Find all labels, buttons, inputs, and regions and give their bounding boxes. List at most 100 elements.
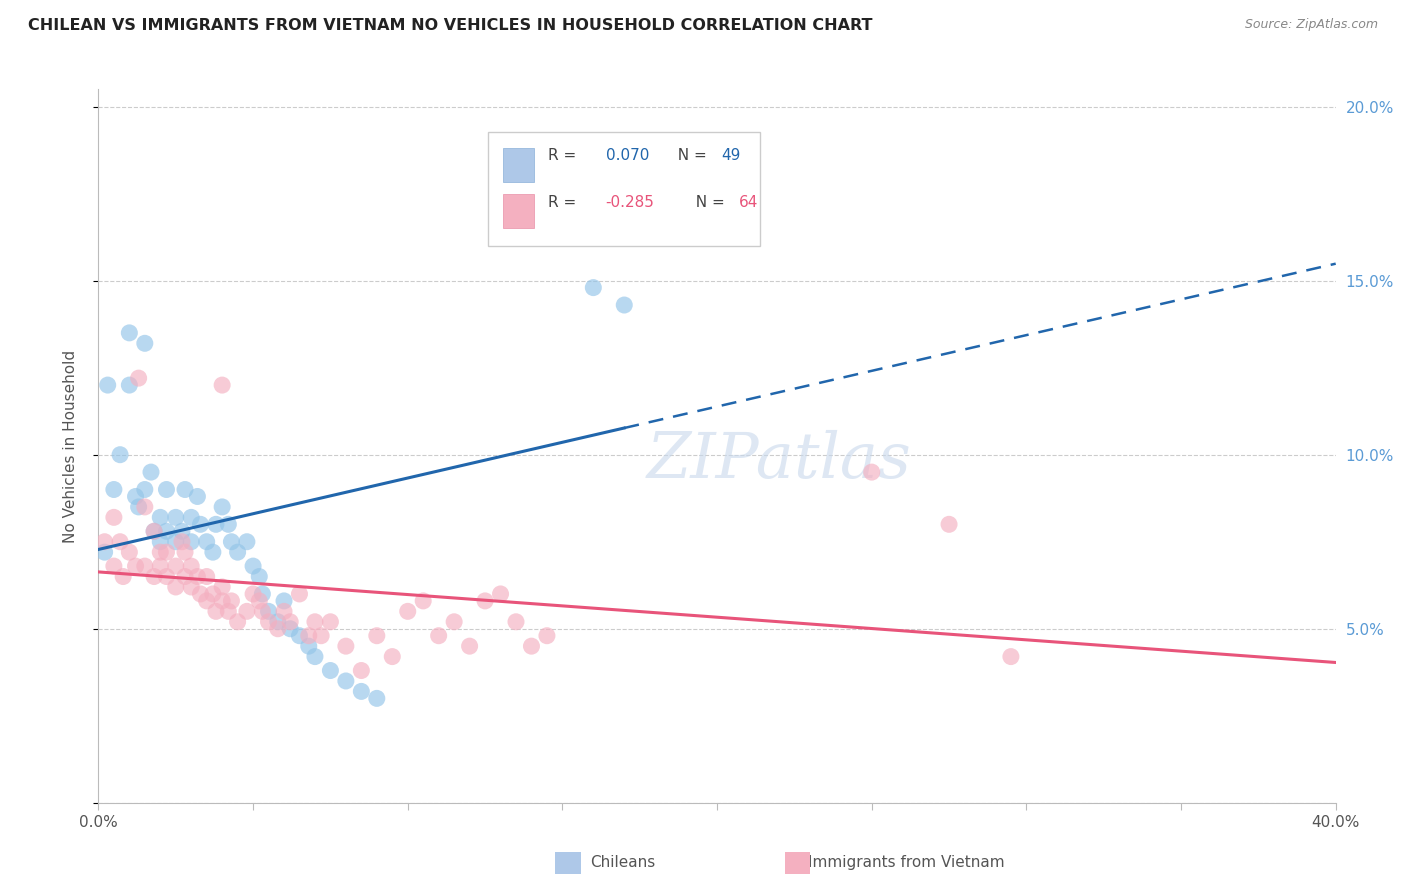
Text: R =: R =: [547, 194, 581, 210]
FancyBboxPatch shape: [488, 132, 761, 246]
Point: [103, 483, 125, 497]
Point: [217, 517, 239, 532]
Point: [319, 664, 342, 678]
Point: [195, 594, 218, 608]
Point: [97, 378, 120, 392]
Point: [174, 483, 197, 497]
Text: 49: 49: [721, 148, 740, 162]
Point: [288, 587, 311, 601]
Point: [278, 615, 301, 629]
Point: [381, 649, 404, 664]
Point: [458, 639, 481, 653]
Point: [205, 604, 228, 618]
Point: [134, 336, 156, 351]
Point: [309, 629, 332, 643]
Point: [257, 604, 280, 618]
Point: [93, 545, 115, 559]
Point: [124, 490, 146, 504]
Text: Source: ZipAtlas.com: Source: ZipAtlas.com: [1244, 18, 1378, 31]
Point: [195, 569, 218, 583]
Point: [304, 649, 326, 664]
Point: [273, 604, 295, 618]
Point: [427, 629, 450, 643]
Point: [335, 673, 357, 688]
Point: [257, 615, 280, 629]
FancyBboxPatch shape: [503, 194, 534, 228]
Point: [211, 500, 233, 514]
Point: [103, 510, 125, 524]
Y-axis label: No Vehicles in Household: No Vehicles in Household: [63, 350, 77, 542]
Point: [304, 615, 326, 629]
Point: [190, 587, 212, 601]
Point: [613, 298, 636, 312]
Point: [412, 594, 434, 608]
Point: [128, 500, 150, 514]
Point: [242, 559, 264, 574]
Point: [278, 622, 301, 636]
Point: [180, 510, 202, 524]
Point: [134, 483, 156, 497]
Point: [1000, 649, 1022, 664]
Point: [319, 615, 342, 629]
Point: [186, 569, 208, 583]
Point: [103, 559, 125, 574]
Point: [536, 629, 558, 643]
Point: [474, 594, 496, 608]
Point: [180, 534, 202, 549]
Point: [551, 152, 574, 166]
Point: [180, 580, 202, 594]
Point: [211, 594, 233, 608]
Point: [489, 587, 512, 601]
Point: [211, 378, 233, 392]
Point: [165, 559, 187, 574]
Point: [247, 569, 270, 583]
Point: [174, 545, 197, 559]
Point: [165, 580, 187, 594]
Point: [298, 639, 321, 653]
Point: [252, 604, 274, 618]
Point: [247, 594, 270, 608]
Point: [186, 490, 208, 504]
Point: [190, 517, 212, 532]
Point: [143, 524, 166, 539]
Point: [149, 510, 172, 524]
Text: CHILEAN VS IMMIGRANTS FROM VIETNAM NO VEHICLES IN HOUSEHOLD CORRELATION CHART: CHILEAN VS IMMIGRANTS FROM VIETNAM NO VE…: [28, 18, 873, 33]
Point: [165, 534, 187, 549]
Point: [205, 517, 228, 532]
Point: [180, 559, 202, 574]
Point: [118, 326, 141, 340]
Point: [226, 615, 249, 629]
Point: [118, 378, 141, 392]
Point: [226, 545, 249, 559]
Point: [267, 622, 290, 636]
Text: 0.070: 0.070: [606, 148, 650, 162]
Point: [143, 524, 166, 539]
Text: 64: 64: [740, 194, 759, 210]
Point: [236, 534, 259, 549]
Point: [108, 448, 131, 462]
Text: Chileans: Chileans: [591, 855, 655, 870]
Point: [155, 569, 177, 583]
Point: [201, 545, 224, 559]
FancyBboxPatch shape: [503, 148, 534, 182]
Point: [217, 604, 239, 618]
Point: [134, 559, 156, 574]
Point: [366, 629, 388, 643]
Point: [221, 534, 243, 549]
Point: [938, 517, 960, 532]
Point: [520, 639, 543, 653]
Point: [170, 524, 193, 539]
Point: [118, 545, 141, 559]
Point: [155, 545, 177, 559]
Point: [582, 280, 605, 294]
Point: [211, 580, 233, 594]
Point: [155, 483, 177, 497]
Point: [124, 559, 146, 574]
Point: [273, 594, 295, 608]
Text: ZIPatlas: ZIPatlas: [647, 429, 911, 491]
Point: [149, 559, 172, 574]
Point: [557, 211, 579, 225]
Point: [108, 534, 131, 549]
Point: [366, 691, 388, 706]
Point: [155, 524, 177, 539]
